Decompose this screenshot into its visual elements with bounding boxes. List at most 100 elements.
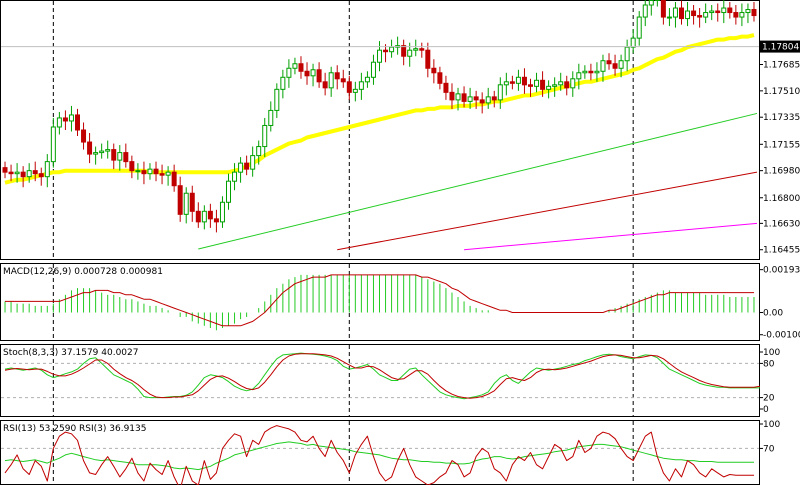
candle-body	[588, 70, 594, 74]
candle-body	[503, 81, 509, 86]
rsi-axis-tick-label: 70	[763, 444, 775, 454]
candle-body	[147, 168, 153, 175]
candle-body	[171, 171, 177, 187]
stoch-axis-tick-label: 100	[763, 348, 780, 358]
candle-body	[153, 168, 159, 175]
candle-body	[612, 63, 618, 69]
candle-body	[44, 161, 50, 178]
macd-title: MACD(12,26,9) 0.000728 0.000981	[3, 267, 163, 277]
candle-body	[721, 7, 727, 14]
candle-body	[685, 10, 691, 20]
candle-body	[159, 173, 165, 176]
candle-body	[352, 88, 358, 93]
candle-body	[370, 61, 376, 78]
candle-body	[62, 117, 68, 122]
price-axis-tick-label: 1.16800	[763, 194, 800, 204]
candle-body	[75, 114, 80, 131]
candle-body	[316, 69, 322, 83]
candle-body	[540, 79, 546, 90]
candle-body	[467, 96, 473, 102]
candle-body	[407, 49, 413, 57]
ma-mid-line	[198, 112, 758, 250]
candle-body	[582, 70, 588, 74]
candle-body	[431, 67, 437, 74]
candle-body	[383, 49, 389, 53]
candle-body	[666, 16, 672, 19]
candle-body	[449, 91, 455, 101]
candle-body	[304, 70, 310, 77]
candle-body	[56, 117, 62, 128]
candle-body	[195, 210, 201, 223]
candle-body	[485, 96, 491, 104]
candle-body	[691, 10, 697, 17]
candle-body	[606, 60, 612, 65]
candle-body	[26, 170, 32, 178]
candle-body	[679, 7, 684, 20]
candle-body	[479, 99, 485, 104]
candle-body	[401, 45, 407, 57]
candle-body	[594, 70, 600, 74]
price-axis-tick-label: 1.17335	[763, 113, 800, 123]
candle-body	[443, 82, 449, 93]
stoch-main-line	[4, 352, 760, 400]
candle-body	[226, 180, 231, 203]
candle-body	[14, 171, 20, 175]
candle-body	[455, 93, 461, 101]
candle-body	[129, 161, 135, 172]
stoch-axis-tick-label: 20	[763, 394, 775, 404]
candle-body	[600, 60, 606, 72]
candle-body	[515, 76, 521, 84]
candle-body	[425, 49, 431, 69]
candle-body	[751, 9, 757, 17]
candle-body	[334, 72, 340, 80]
candle-body	[280, 76, 286, 90]
rsi-fast-line	[4, 425, 754, 485]
candle-body	[419, 48, 425, 51]
candle-body	[298, 63, 304, 72]
candle-body	[636, 16, 642, 39]
macd-signal-line	[5, 274, 754, 327]
candle-body	[546, 85, 552, 90]
price-panel: 1.17804 1.17685 1.17510 1.17335 1.17155 1.169…	[0, 0, 800, 260]
candle-body	[262, 124, 268, 148]
candle-body	[93, 152, 99, 155]
candle-body	[250, 155, 256, 170]
candle-body	[219, 201, 225, 223]
candle-body	[497, 84, 503, 101]
candle-body	[183, 192, 189, 215]
candle-body	[437, 72, 443, 84]
candle-body	[328, 72, 334, 89]
macd-axis-tick-label: -0.001002	[763, 331, 800, 341]
candle-body	[111, 149, 117, 161]
candle-body	[87, 141, 93, 155]
price-axis-tick-label: 1.16630	[763, 219, 800, 229]
macd-axis-tick-label: 0.001935	[763, 266, 800, 276]
candle-body	[727, 7, 733, 14]
candle-body	[358, 81, 364, 90]
candle-body	[286, 67, 292, 78]
candle-body	[50, 126, 56, 163]
candle-body	[201, 210, 207, 223]
candle-body	[570, 78, 576, 89]
candle-body	[99, 150, 105, 154]
candle-body	[739, 12, 745, 18]
candle-body	[123, 152, 129, 163]
candle-body	[238, 162, 244, 173]
macd-panel: 0.001935 0.00 -0.001002	[0, 263, 800, 341]
rsi-slow-line	[4, 441, 754, 471]
candle-body	[745, 9, 751, 14]
candle-body	[322, 81, 328, 89]
candle-body	[461, 93, 467, 102]
candle-body	[189, 192, 195, 212]
candle-body	[135, 170, 141, 173]
candle-body	[20, 171, 26, 178]
candle-body	[534, 79, 540, 87]
price-axis-tick-label: 1.17510	[763, 87, 800, 97]
candle-body	[213, 218, 219, 223]
candle-body	[703, 12, 709, 18]
rsi-title: RSI(13) 53.2590 RSI(3) 36.9135	[3, 424, 146, 434]
candle-body	[346, 81, 352, 93]
candle-body	[268, 109, 274, 126]
candle-body	[68, 114, 74, 122]
candle-body	[473, 96, 479, 101]
